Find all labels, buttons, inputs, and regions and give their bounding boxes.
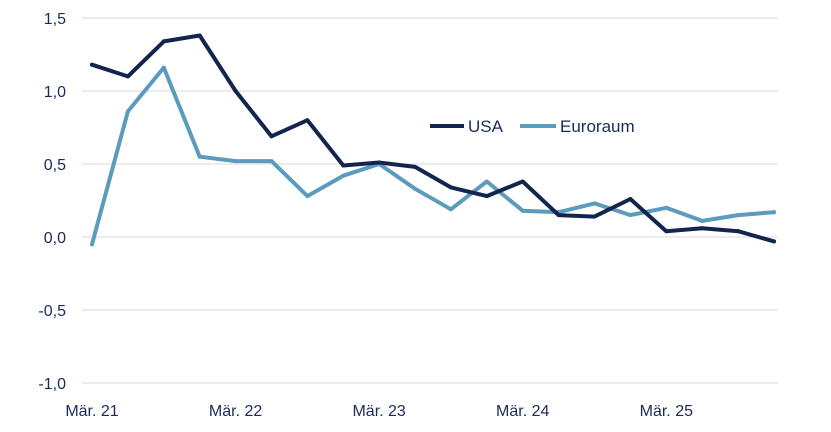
data-point-usa [736, 229, 741, 234]
y-tick-label: 0,5 [44, 157, 66, 174]
x-tick-label: Mär. 24 [496, 403, 549, 420]
data-point-euroraum [413, 186, 418, 191]
y-tick-label: 1,0 [44, 84, 66, 101]
data-point-euroraum [700, 218, 705, 223]
data-point-usa [448, 185, 453, 190]
legend: USA Euroraum [430, 117, 635, 136]
y-axis-ticks: 1,5 1,0 0,5 0,0 -0,5 -1,0 [38, 11, 66, 393]
data-point-usa [233, 89, 238, 93]
data-point-euroraum [484, 179, 489, 184]
data-point-usa [161, 39, 166, 44]
data-point-euroraum [448, 207, 453, 212]
series-lines [90, 33, 776, 247]
x-tick-label: Mär. 22 [209, 403, 262, 420]
data-point-euroraum [628, 213, 633, 218]
data-point-usa [269, 134, 274, 139]
y-tick-label: 1,5 [44, 11, 66, 28]
x-axis-ticks: Mär. 21 Mär. 22 Mär. 23 Mär. 24 Mär. 25 [65, 403, 693, 420]
gridlines [82, 17, 778, 384]
data-point-usa [125, 74, 130, 79]
data-point-usa [90, 62, 94, 67]
data-point-euroraum [592, 201, 597, 206]
y-tick-label: 0,0 [44, 230, 66, 247]
data-point-usa [305, 118, 310, 123]
x-tick-label: Mär. 23 [352, 403, 405, 420]
x-tick-label: Mär. 25 [640, 403, 693, 420]
legend-label-euroraum: Euroraum [560, 117, 635, 136]
data-point-usa [341, 163, 346, 168]
data-point-usa [628, 197, 633, 202]
data-point-euroraum [125, 109, 130, 114]
data-point-usa [520, 179, 525, 184]
data-point-usa [700, 226, 705, 231]
data-point-usa [197, 33, 202, 38]
data-point-usa [413, 164, 418, 169]
data-point-euroraum [269, 159, 274, 164]
x-tick-label: Mär. 21 [65, 403, 118, 420]
y-tick-label: -0,5 [38, 303, 66, 320]
data-point-euroraum [772, 210, 776, 215]
data-point-euroraum [341, 173, 346, 178]
data-point-usa [377, 160, 382, 165]
data-point-usa [664, 229, 669, 234]
data-point-usa [592, 214, 597, 219]
data-point-euroraum [233, 159, 238, 164]
data-point-usa [772, 239, 776, 244]
data-point-euroraum [520, 208, 525, 213]
data-point-usa [484, 194, 489, 199]
data-point-euroraum [664, 205, 669, 210]
data-point-euroraum [736, 213, 741, 218]
series-line-euroraum [90, 65, 776, 247]
data-point-euroraum [90, 242, 94, 247]
data-point-euroraum [161, 65, 166, 70]
y-tick-label: -1,0 [38, 376, 66, 393]
legend-label-usa: USA [468, 117, 504, 136]
series-line-usa [90, 33, 776, 244]
data-point-euroraum [197, 154, 202, 159]
data-point-euroraum [305, 194, 310, 199]
data-point-usa [556, 213, 561, 218]
